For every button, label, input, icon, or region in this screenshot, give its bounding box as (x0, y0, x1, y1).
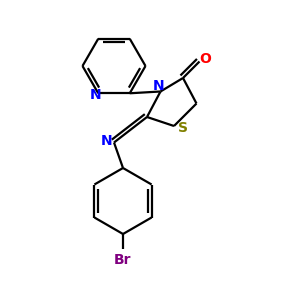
Text: S: S (178, 122, 188, 135)
Text: O: O (199, 52, 211, 66)
Text: N: N (152, 79, 164, 93)
Text: N: N (89, 88, 101, 102)
Text: Br: Br (114, 253, 132, 266)
Text: N: N (101, 134, 112, 148)
